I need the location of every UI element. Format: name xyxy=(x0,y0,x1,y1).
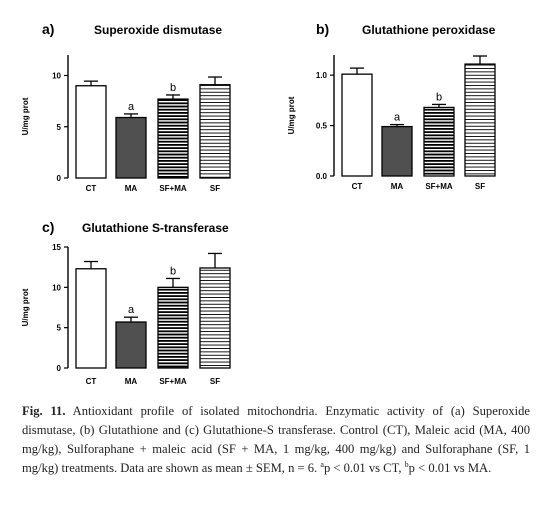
significance-label: a xyxy=(394,112,401,124)
chart-title: Glutathione peroxidase xyxy=(362,23,496,37)
bar-sf xyxy=(199,84,231,179)
y-tick-label: 0.5 xyxy=(316,122,328,131)
x-tick-label: SF+MA xyxy=(425,182,453,191)
chart-panel-b: b) Glutathione peroxidase 0.0 0.5 1.0 U/mg pr… xyxy=(272,0,544,205)
footnote-b-text: p < 0.01 vs MA. xyxy=(408,461,492,475)
y-tick-label: 0 xyxy=(57,174,62,183)
panel-letter: a) xyxy=(42,21,54,37)
bar-sf xyxy=(464,63,496,177)
chart-c-svg: c) Glutathione S-transferase 0 5 10 15 U/mg pr… xyxy=(21,219,231,386)
x-tick-label: SF xyxy=(475,182,485,191)
chart-panel-c: c) Glutathione S-transferase 0 5 10 15 U/mg pr… xyxy=(0,212,272,402)
x-tick-label: MA xyxy=(125,377,138,386)
y-tick-label: 10 xyxy=(52,72,61,81)
significance-label: b xyxy=(436,91,442,103)
x-tick-label: SF xyxy=(210,377,220,386)
significance-label: a xyxy=(128,101,135,113)
footnote-a-marker: a xyxy=(320,459,324,469)
y-axis-title: U/mg prot xyxy=(21,97,30,135)
chart-panel-a: a) Superoxide dismutase 0 5 10 U/mg prot CT a MA… xyxy=(0,0,272,205)
bar-ct xyxy=(341,73,373,177)
bar-ma xyxy=(381,125,413,177)
bar-sf xyxy=(199,267,231,369)
caption-text: Antioxidant profile of isolated mitochon… xyxy=(22,404,530,475)
bar-sf-ma xyxy=(157,98,189,179)
chart-title: Superoxide dismutase xyxy=(94,23,222,37)
x-tick-label: SF+MA xyxy=(159,377,187,386)
bar-sf-ma xyxy=(423,106,455,177)
bar-ma xyxy=(115,321,147,369)
y-tick-label: 5 xyxy=(57,123,62,132)
x-tick-label: CT xyxy=(86,377,97,386)
y-tick-label: 0.0 xyxy=(316,172,328,181)
y-tick-label: 15 xyxy=(52,243,61,252)
bar-sf-ma xyxy=(157,286,189,369)
chart-b-svg: b) Glutathione peroxidase 0.0 0.5 1.0 U/mg pr… xyxy=(287,21,496,191)
bar-ct xyxy=(75,268,107,369)
x-tick-label: SF+MA xyxy=(159,184,187,193)
footnote-a-text: p < 0.01 vs CT, xyxy=(323,461,405,475)
significance-label: a xyxy=(128,304,135,316)
x-tick-label: CT xyxy=(86,184,97,193)
significance-label: b xyxy=(170,82,176,94)
figure-caption: Fig. 11. Antioxidant profile of isolated… xyxy=(22,402,530,478)
y-tick-label: 0 xyxy=(57,364,62,373)
y-tick-label: 5 xyxy=(57,324,62,333)
x-tick-label: SF xyxy=(210,184,220,193)
chart-a-svg: a) Superoxide dismutase 0 5 10 U/mg prot CT a MA… xyxy=(21,21,231,193)
chart-title: Glutathione S-transferase xyxy=(82,221,229,235)
y-axis-title: U/mg prot xyxy=(21,288,30,326)
significance-label: b xyxy=(170,265,176,277)
x-tick-label: CT xyxy=(352,182,363,191)
footnote-b-marker: b xyxy=(404,459,409,469)
y-tick-label: 10 xyxy=(52,283,61,292)
bar-ct xyxy=(75,85,107,179)
y-tick-label: 1.0 xyxy=(316,71,328,80)
panel-letter: b) xyxy=(316,21,329,37)
caption-label: Fig. 11. xyxy=(22,404,66,418)
bar-ma xyxy=(115,116,147,179)
y-axis-title: U/mg prot xyxy=(287,96,296,134)
x-tick-label: MA xyxy=(391,182,404,191)
x-tick-label: MA xyxy=(125,184,138,193)
panel-letter: c) xyxy=(42,219,54,235)
